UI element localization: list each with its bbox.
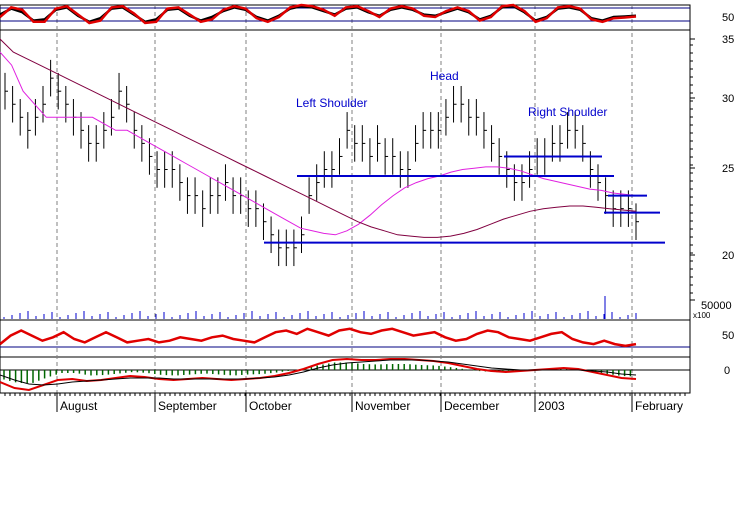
macd-tick-label-0: 0 [724, 365, 730, 377]
x-axis-tick-label-1: September [158, 399, 217, 413]
rsi-series-0 [0, 327, 637, 348]
volume-tick-label: 50000 [701, 300, 732, 312]
pattern-annotation-1: Head [430, 69, 459, 83]
price-tick-label-2: 25 [722, 163, 734, 175]
moving-average-short-line [0, 51, 637, 236]
volume-unit-label: x100 [693, 311, 711, 320]
x-axis-tick-label-0: August [60, 399, 98, 413]
x-axis-tick-label-2: October [249, 399, 292, 413]
plot-frame [0, 4, 691, 394]
x-axis-tick-label-4: December [444, 399, 499, 413]
price-tick-label-4: 35 [722, 34, 734, 46]
pattern-annotation-0: Left Shoulder [296, 96, 367, 110]
macd-line [0, 357, 637, 392]
rsi-tick-label-0: 50 [722, 330, 734, 342]
x-axis-tick-label-6: February [635, 399, 683, 413]
stochastic-series-1 [0, 3, 637, 25]
stochastic-tick-label-0: 50 [722, 12, 734, 24]
price-tick-label-1: 20 [722, 250, 734, 262]
pattern-annotation-2: Right Shoulder [528, 105, 607, 119]
macd-signal-line [0, 359, 637, 386]
x-axis-tick-label-5: 2003 [538, 399, 565, 413]
moving-average-long-line [0, 38, 637, 238]
x-axis-tick-label-3: November [355, 399, 410, 413]
price-tick-label-3: 30 [722, 93, 734, 105]
